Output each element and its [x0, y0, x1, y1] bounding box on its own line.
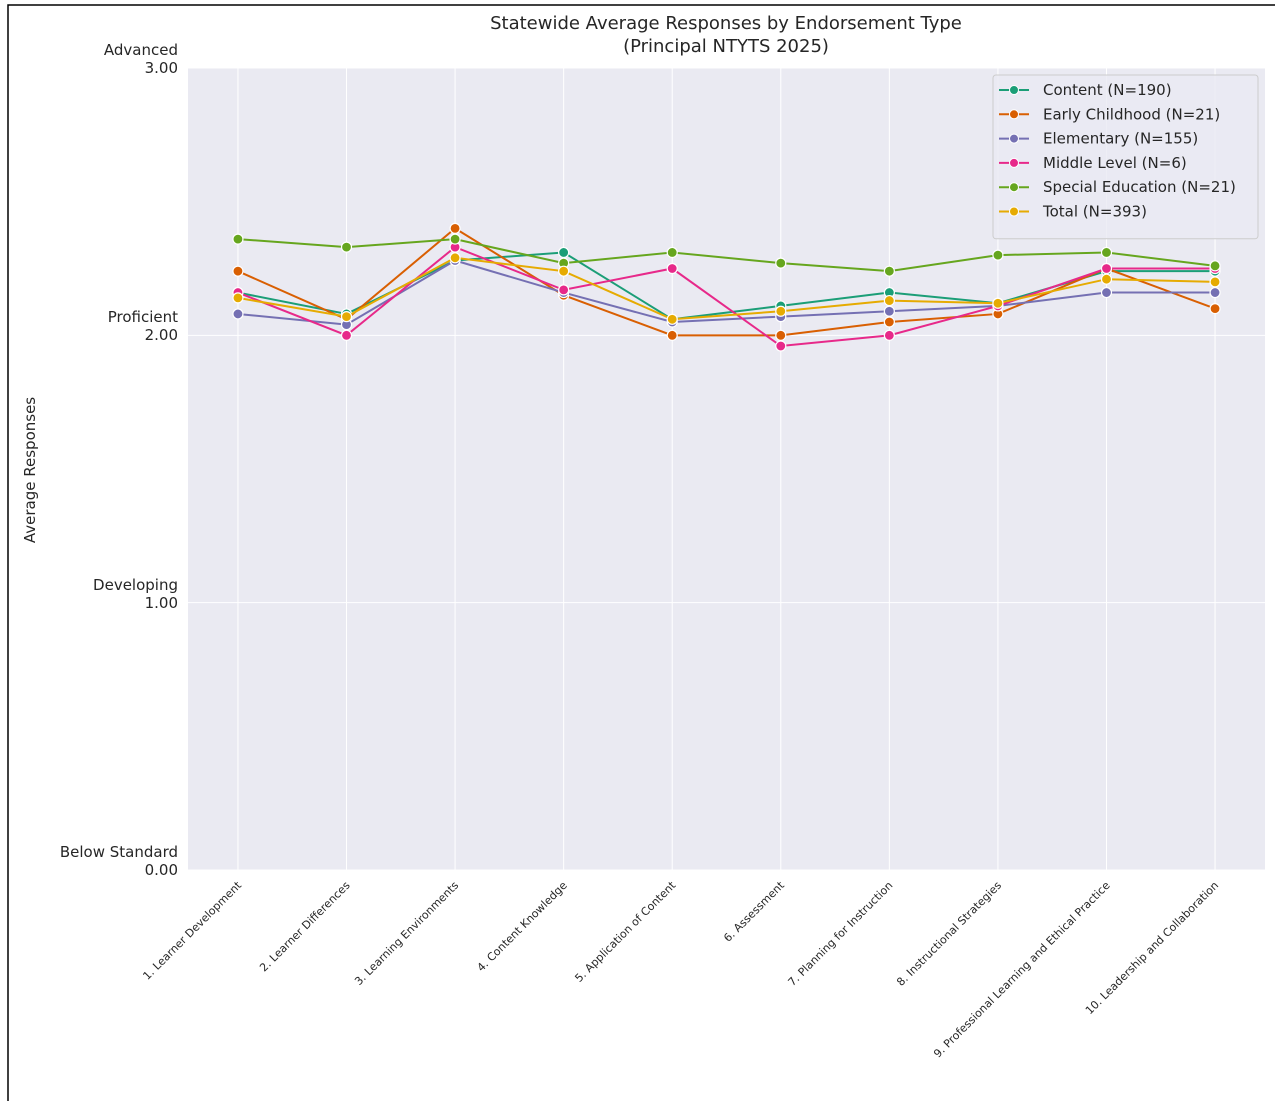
x-tick-label: 8. Instructional Strategies [894, 879, 1004, 989]
point [666, 262, 678, 275]
x-tick-label: 3. Learning Environments [352, 879, 461, 988]
x-tick-label: 1. Learner Development [140, 878, 244, 982]
point [1209, 276, 1221, 288]
legend-box [992, 74, 1259, 240]
point [883, 305, 895, 317]
chart-subtitle: (Principal NTYTS 2025) [623, 36, 829, 57]
legend-marker [1009, 133, 1019, 144]
legend-label: Middle Level (N=6) [1043, 154, 1187, 172]
y-tick-label: Developing 1.00 [93, 575, 178, 612]
legend: Content (N=190) Early Childhood (N=21) Ele… [992, 74, 1259, 240]
point [558, 265, 570, 277]
legend-label: Total (N=393) [1042, 203, 1147, 221]
y-tick-label: Below Standard 0.00 [59, 843, 178, 879]
x-tick-label: 4. Content Knowledge [475, 879, 570, 974]
x-tick-label: 6. Assessment [721, 878, 787, 944]
point [883, 265, 895, 277]
point [340, 241, 353, 253]
x-tick-label: 7. Planning for Instruction [786, 879, 896, 989]
chart-title: Statewide Average Responses by Endorseme… [490, 13, 962, 34]
legend-marker [1009, 109, 1019, 120]
point [666, 329, 678, 341]
series-line [237, 238, 1216, 273]
point [1100, 286, 1113, 299]
y-tick-label: Proficient 2.00 [107, 308, 178, 345]
legend-label: Elementary (N=155) [1043, 130, 1198, 148]
legend-marker [1009, 206, 1019, 217]
legend-marker [1009, 157, 1019, 168]
y-axis-label: Average Responses [21, 397, 39, 543]
point [775, 329, 787, 341]
legend-label: Content (N=190) [1043, 81, 1172, 99]
point [666, 246, 678, 259]
point [232, 292, 244, 304]
point [340, 311, 353, 323]
point [232, 308, 244, 320]
point [1100, 273, 1113, 285]
point [775, 305, 787, 317]
legend-label: Special Education (N=21) [1043, 178, 1236, 196]
legend-marker [1009, 182, 1019, 193]
point [775, 340, 787, 352]
point [449, 252, 461, 264]
point [883, 294, 895, 307]
point [992, 249, 1004, 261]
y-tick-label: Advanced 3.00 [103, 41, 178, 77]
point [883, 329, 895, 341]
point [883, 316, 895, 328]
x-tick-label: 2. Learner Differences [257, 879, 353, 975]
point [666, 313, 678, 325]
point [232, 233, 244, 245]
point [1209, 303, 1221, 315]
point [1100, 262, 1113, 275]
point [992, 297, 1004, 309]
x-tick-label: 5. Application of Content [572, 878, 678, 984]
point [1209, 260, 1221, 272]
point [449, 222, 461, 234]
legend-marker [1009, 85, 1019, 95]
series-line [237, 256, 1216, 321]
x-tick-label: 9. Professional Learning and Ethical Pra… [931, 879, 1113, 1061]
point [558, 246, 570, 259]
figure-border [7, 4, 1275, 1101]
point [232, 265, 244, 277]
series-line [237, 259, 1216, 326]
point [340, 329, 353, 341]
point [1209, 286, 1221, 299]
legend-label: Early Childhood (N=21) [1043, 105, 1220, 123]
series-line [237, 245, 1216, 348]
point [449, 233, 461, 245]
point [1100, 246, 1113, 259]
point [558, 284, 570, 296]
x-tick-label: 10. Leadership and Collaboration [1083, 879, 1221, 1017]
point [775, 257, 787, 269]
